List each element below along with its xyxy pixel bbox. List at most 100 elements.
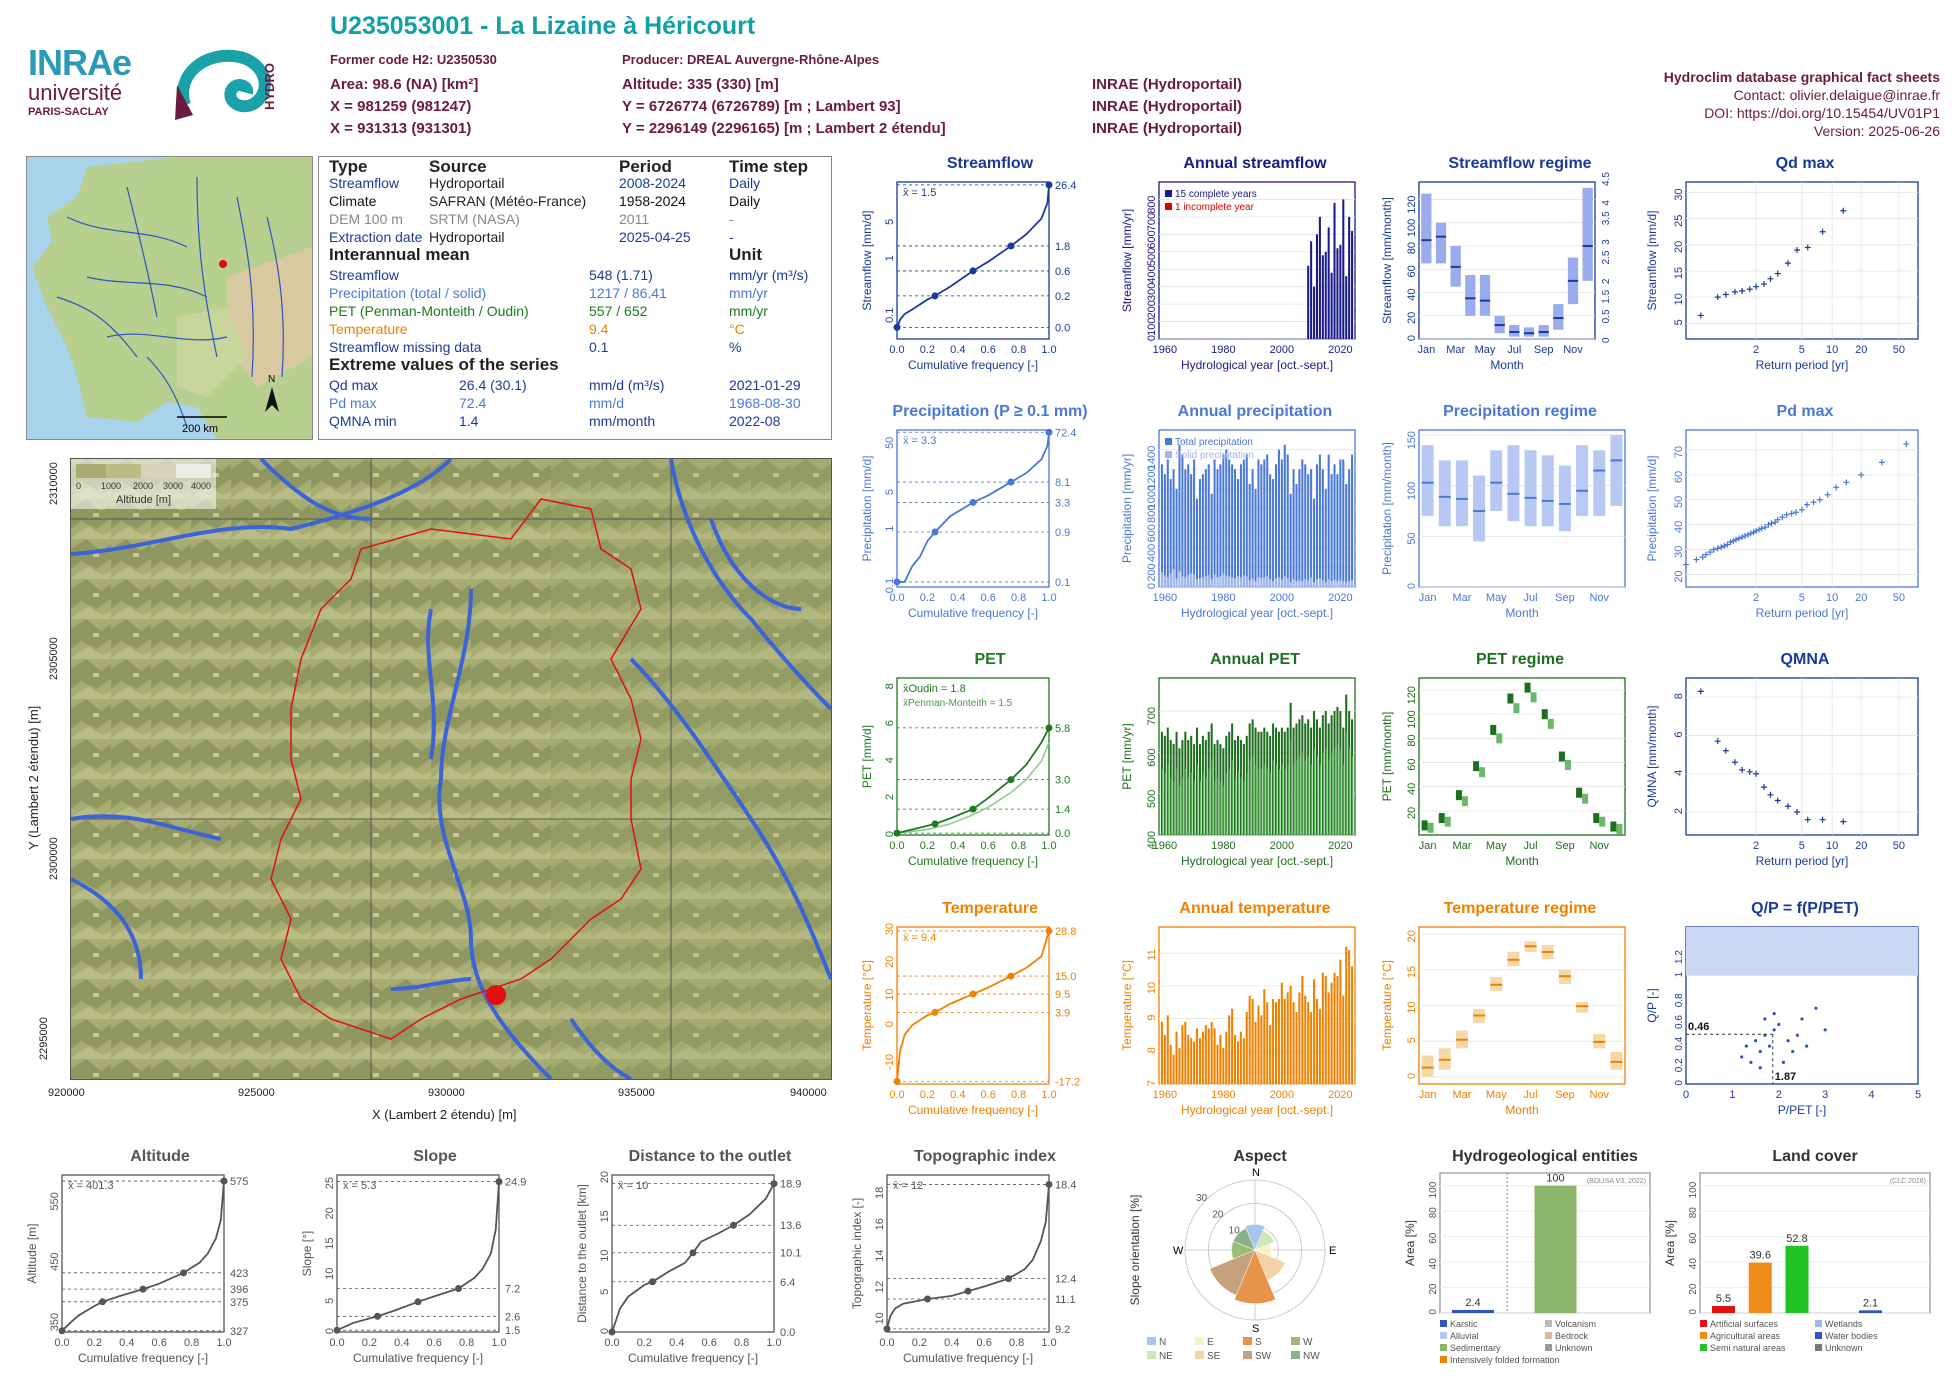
regime-box [1421, 1055, 1434, 1077]
legend-item: Semi natural areas [1710, 1343, 1786, 1353]
data-point [1858, 471, 1865, 478]
y-tick: 0 [324, 1328, 336, 1334]
x-tick: 0.6 [702, 1337, 717, 1349]
mean-label: x̄ = 12 [893, 1180, 923, 1192]
pm-bar [1170, 777, 1172, 835]
legend-swatch [1545, 1332, 1552, 1339]
solid-bar [1234, 578, 1237, 587]
pm-bar [1176, 768, 1178, 835]
x-tick: 1960 [1153, 592, 1177, 604]
annual-bar [1342, 459, 1345, 587]
quantile-marker [495, 1178, 503, 1186]
annual-bar [1342, 995, 1345, 1084]
annual-bar [1277, 449, 1280, 587]
source-label: (BDLISA V3, 2022) [1587, 1178, 1646, 1185]
y-tick: 100 [1428, 1181, 1439, 1198]
budyko-chart: Q/P = f(P/PET) 0.46 1.87 0 0.2 0.4 0.6 0.8 1 1.2 0… [1645, 900, 1921, 1117]
regime-box [1509, 325, 1520, 337]
y-axis-label: Streamflow [mm/d] [1645, 210, 1659, 310]
data-point [1784, 260, 1791, 267]
temp_cum-chart: Temperature 28.8 15.0 9.5 3.9 -17.2 0.0 0.2 0.4 0… [860, 900, 1080, 1117]
solid-bar [1242, 575, 1245, 587]
annual-bar [1324, 251, 1327, 339]
pm-bar [1182, 777, 1184, 835]
month-tick: Sep [1555, 1089, 1575, 1101]
annual-bar [1280, 459, 1283, 587]
quantile-label: 375 [230, 1297, 248, 1309]
annual-bar [1321, 715, 1324, 835]
quantile-label: 11.1 [1055, 1294, 1076, 1306]
pm-box [1582, 793, 1589, 804]
annual-bar [1242, 459, 1245, 587]
y-tick: 100 [1406, 482, 1418, 500]
x-tick: 50 [1893, 592, 1905, 604]
pm-box [1427, 822, 1434, 833]
y-tick: 0 [1688, 1309, 1699, 1315]
x-tick: 1.0 [1041, 344, 1056, 356]
solid-bar [1336, 581, 1339, 587]
aspect-sector [1233, 1228, 1256, 1251]
daily-point [1758, 1049, 1762, 1054]
quantile-label: 0.9 [1055, 527, 1070, 539]
extreme-label: Qd max [329, 377, 379, 393]
annual-bar [1260, 731, 1263, 835]
doi[interactable]: DOI: https://doi.org/10.15454/UV01P1 [1704, 105, 1940, 121]
month-tick: Mar [1452, 840, 1471, 852]
x-tick: 2020 [1328, 344, 1352, 356]
quantile-marker [1007, 972, 1015, 980]
data-point [1833, 484, 1840, 491]
daily-point [1744, 1044, 1748, 1048]
regime-box [1610, 1051, 1623, 1070]
annual-bar [1310, 1012, 1313, 1084]
solid-bar [1313, 582, 1316, 587]
info-step: Daily [729, 175, 761, 191]
data-point [1779, 514, 1786, 521]
annual-bar [1222, 454, 1225, 587]
solid-bar [1327, 579, 1330, 587]
annual-bar [1190, 1038, 1193, 1084]
chart-title: Hydrogeological entities [1452, 1148, 1638, 1165]
data-point [1730, 537, 1737, 544]
y-lambert2e: Y = 2296149 (2296165) [m ; Lambert 2 éte… [622, 120, 946, 137]
month-tick: Nov [1589, 840, 1609, 852]
quantile-label: 0.1 [1055, 577, 1070, 589]
y-axis-label: Temperature [°C] [860, 960, 874, 1051]
y-tick: 20 [1406, 930, 1418, 942]
y-tick: 1000 [1146, 485, 1158, 509]
y-tick: 200 [1146, 300, 1158, 318]
y-axis-label: Precipitation [mm/d] [860, 455, 874, 561]
y-tick: 4 [1673, 770, 1685, 776]
pm-bar [1281, 764, 1284, 835]
legend-item: SW [1255, 1351, 1272, 1362]
data-point [1788, 510, 1795, 517]
data-point [1739, 287, 1746, 294]
annual-bar [1292, 469, 1295, 587]
pm-bar [1302, 752, 1304, 835]
mean-label: x̄ = 1.5 [903, 187, 936, 199]
quantile-label: 0.0 [1055, 828, 1070, 840]
right-tick: 2 [1601, 278, 1612, 284]
contact[interactable]: Contact: olivier.delaigue@inrae.fr [1733, 87, 1940, 103]
annual-bar [1254, 727, 1257, 835]
x-tick: 5 [1799, 592, 1805, 604]
legend-item: Artificial surfaces [1710, 1319, 1779, 1329]
annual-bar [1351, 966, 1354, 1084]
pm-bar [1229, 768, 1231, 835]
data-point [1753, 283, 1760, 290]
quantile-marker [893, 829, 901, 837]
y-tick: 60 [1428, 1232, 1439, 1244]
annual_temp-chart: Annual temperature 7 8 9 10 11 1960 1980 2000 202… [1120, 900, 1356, 1117]
x-tick: 2020 [1328, 1089, 1352, 1101]
info-period: 2011 [619, 211, 650, 227]
quantile-label: 396 [230, 1284, 248, 1296]
pm-bar [1194, 781, 1196, 835]
info-type: Extraction date [329, 229, 423, 245]
x-tick: 0.4 [944, 1337, 959, 1349]
x-tick: 0.4 [119, 1337, 134, 1349]
legend-swatch [1815, 1332, 1822, 1339]
annual-bar [1184, 469, 1187, 587]
quantile-label: 3.3 [1055, 497, 1070, 509]
annual-bar [1327, 227, 1330, 339]
annual-bar [1245, 454, 1248, 587]
month-tick: Sep [1534, 344, 1554, 356]
